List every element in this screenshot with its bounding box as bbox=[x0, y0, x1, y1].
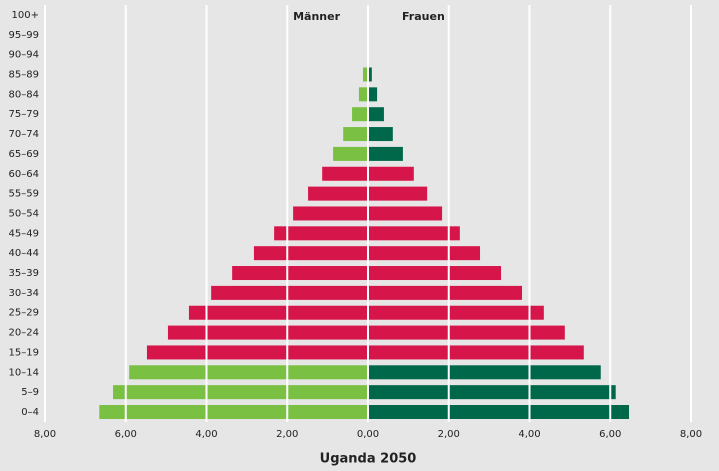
y-tick-label: 95–99 bbox=[9, 30, 39, 41]
y-tick-label: 90–94 bbox=[9, 50, 39, 61]
y-tick-label: 85–89 bbox=[9, 69, 39, 80]
bar bbox=[362, 67, 367, 82]
bar bbox=[369, 365, 601, 380]
chart-title: Uganda 2050 bbox=[320, 452, 417, 467]
bar bbox=[369, 186, 428, 201]
y-tick-label: 50–54 bbox=[9, 208, 39, 219]
bar bbox=[369, 67, 372, 82]
x-tick-label: 8,00 bbox=[34, 429, 56, 440]
bar bbox=[129, 365, 367, 380]
bar bbox=[369, 325, 565, 340]
y-tick-label: 35–39 bbox=[9, 268, 39, 279]
bar bbox=[369, 206, 443, 221]
bar bbox=[188, 305, 367, 320]
bar bbox=[369, 226, 460, 241]
bar bbox=[369, 285, 523, 300]
y-tick-label: 65–69 bbox=[9, 149, 39, 160]
bar bbox=[369, 345, 584, 360]
bar bbox=[369, 385, 616, 400]
bar bbox=[333, 146, 367, 161]
bar bbox=[369, 405, 630, 419]
y-tick-label: 10–14 bbox=[9, 367, 39, 378]
legend-right: Frauen bbox=[402, 10, 445, 23]
x-tick-label: 6,00 bbox=[115, 429, 137, 440]
y-tick-label: 55–59 bbox=[9, 189, 39, 200]
bar bbox=[308, 186, 367, 201]
x-tick-label: 0,00 bbox=[357, 429, 379, 440]
bar bbox=[146, 345, 367, 360]
bar bbox=[293, 206, 367, 221]
bar bbox=[358, 87, 367, 102]
bar bbox=[352, 107, 367, 122]
bar bbox=[343, 127, 367, 142]
y-tick-label: 25–29 bbox=[9, 308, 39, 319]
y-tick-label: 70–74 bbox=[9, 129, 39, 140]
y-tick-label: 40–44 bbox=[9, 248, 39, 259]
bar bbox=[369, 107, 384, 122]
y-tick-label: 60–64 bbox=[9, 169, 39, 180]
bar bbox=[369, 246, 481, 261]
x-tick-label: 6,00 bbox=[599, 429, 621, 440]
x-tick-label: 2,00 bbox=[276, 429, 298, 440]
legend-left: Männer bbox=[293, 10, 340, 23]
bar bbox=[232, 266, 367, 281]
bar bbox=[113, 385, 367, 400]
x-tick-label: 4,00 bbox=[518, 429, 540, 440]
y-tick-label: 30–34 bbox=[9, 288, 39, 299]
bar bbox=[167, 325, 367, 340]
bar bbox=[322, 166, 367, 181]
y-tick-label: 15–19 bbox=[9, 347, 39, 358]
y-tick-label: 80–84 bbox=[9, 89, 39, 100]
y-tick-label: 75–79 bbox=[9, 109, 39, 120]
y-tick-label: 45–49 bbox=[9, 228, 39, 239]
y-tick-label: 5–9 bbox=[21, 387, 39, 398]
bar bbox=[369, 305, 544, 320]
x-tick-label: 8,00 bbox=[680, 429, 702, 440]
bar bbox=[369, 266, 502, 281]
bar bbox=[253, 246, 367, 261]
y-tick-label: 20–24 bbox=[9, 328, 39, 339]
bar bbox=[99, 405, 367, 419]
bar bbox=[211, 285, 367, 300]
bar bbox=[274, 226, 367, 241]
y-tick-label: 100+ bbox=[12, 10, 39, 21]
x-tick-label: 2,00 bbox=[438, 429, 460, 440]
bar bbox=[369, 127, 393, 142]
x-tick-label: 4,00 bbox=[195, 429, 217, 440]
bar bbox=[369, 87, 378, 102]
y-tick-label: 0–4 bbox=[21, 407, 39, 418]
bar bbox=[369, 166, 414, 181]
bar bbox=[369, 146, 403, 161]
